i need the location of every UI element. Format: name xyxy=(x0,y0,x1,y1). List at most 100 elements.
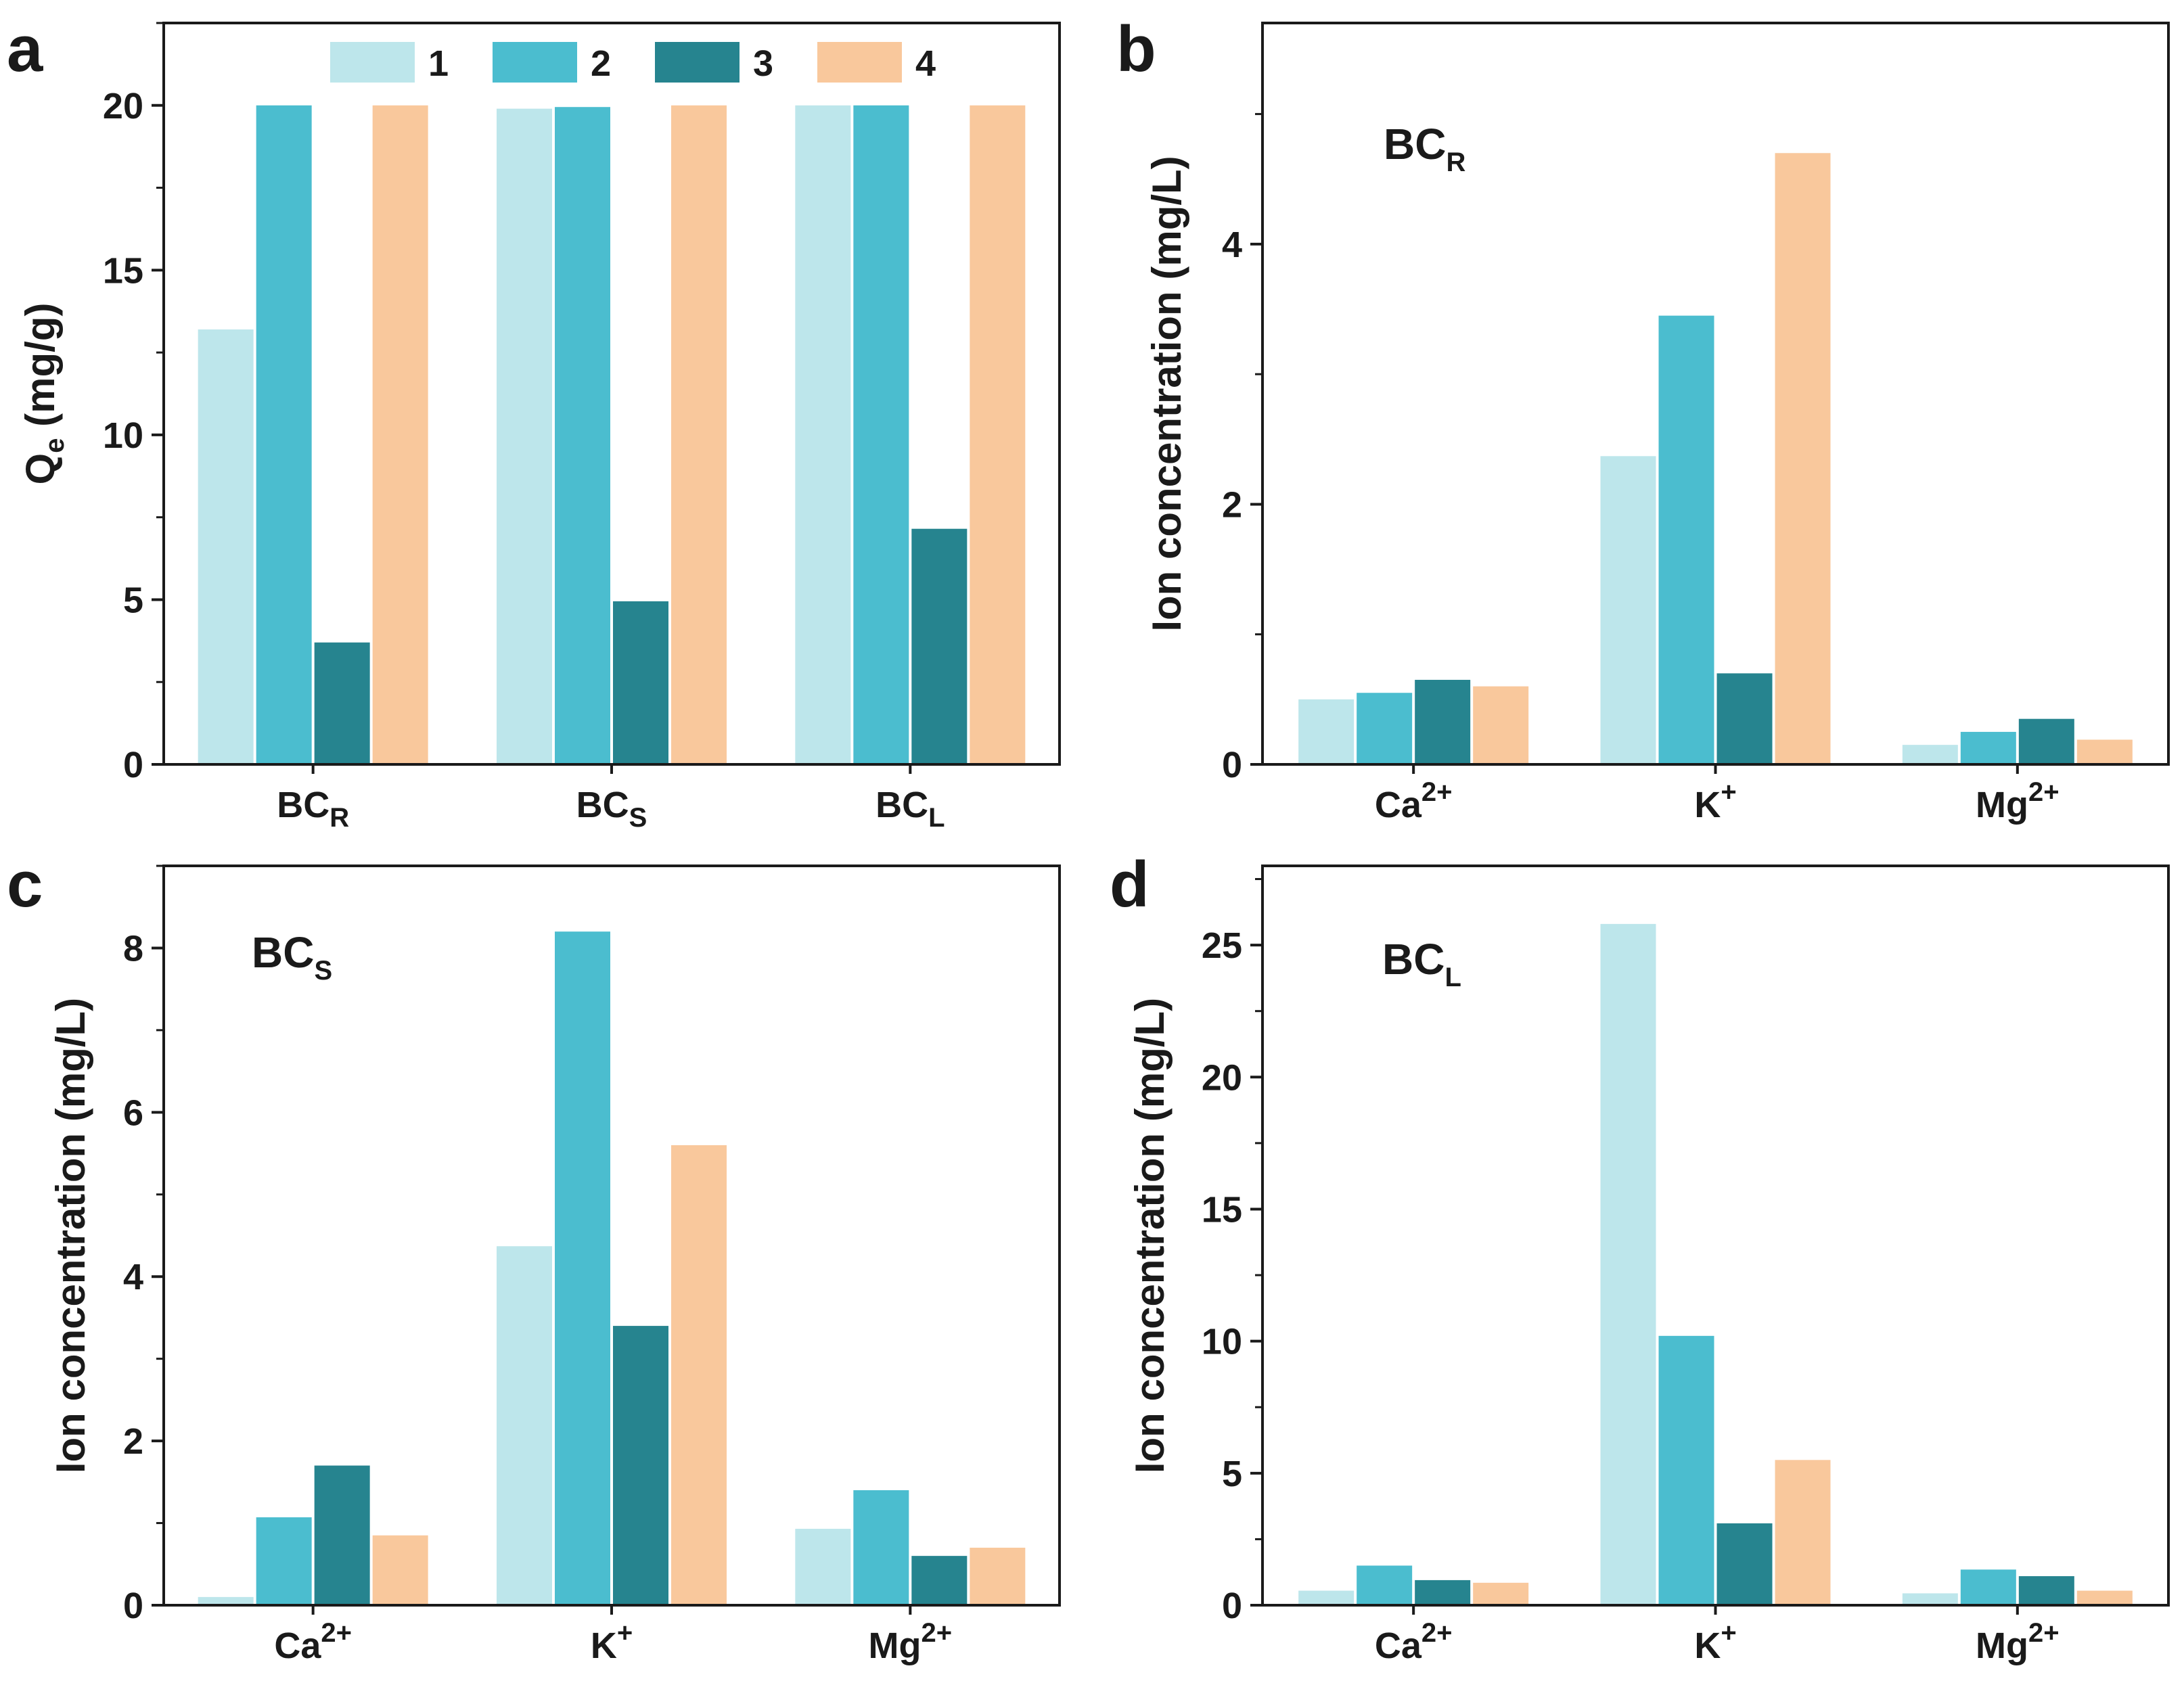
y-tick-label-d: 5 xyxy=(1222,1454,1242,1494)
y-tick-label-c: 2 xyxy=(123,1421,143,1462)
legend-label-1: 1 xyxy=(428,43,449,84)
bar-c-s4-c1 xyxy=(671,1145,727,1605)
bar-c-s2-c2 xyxy=(853,1490,909,1605)
y-tick-label-d: 0 xyxy=(1222,1586,1242,1626)
legend-label-4: 4 xyxy=(915,43,936,84)
bar-d-s1-c2 xyxy=(1902,1593,1958,1605)
y-tick-label-a: 0 xyxy=(123,745,143,785)
bar-b-s3-c0 xyxy=(1415,680,1471,764)
bar-d-s2-c2 xyxy=(1960,1569,2016,1605)
y-tick-label-a: 5 xyxy=(123,580,143,620)
category-label-b: Mg2+ xyxy=(1976,777,2060,825)
category-label-a: BCL xyxy=(875,785,945,833)
bar-b-s3-c1 xyxy=(1716,673,1773,764)
y-axis-label-b: Ion concentration (mg/L) xyxy=(1144,156,1189,631)
category-label-b: K+ xyxy=(1694,777,1736,825)
bar-d-s2-c0 xyxy=(1357,1565,1413,1605)
y-tick-label-a: 20 xyxy=(103,86,143,126)
bar-a-s1-c1 xyxy=(497,108,552,764)
panel-letter-d: d xyxy=(1110,848,1150,921)
bar-d-s1-c1 xyxy=(1600,923,1656,1605)
y-tick-label-c: 4 xyxy=(123,1257,143,1297)
bar-a-s4-c0 xyxy=(372,105,428,764)
bar-d-s3-c0 xyxy=(1415,1580,1471,1605)
legend-swatch-2 xyxy=(493,42,577,83)
bar-b-s1-c0 xyxy=(1298,699,1355,764)
bar-b-s4-c2 xyxy=(2076,739,2133,764)
bar-b-s2-c0 xyxy=(1357,693,1413,764)
bar-b-s4-c0 xyxy=(1473,686,1529,764)
y-tick-label-c: 6 xyxy=(123,1092,143,1133)
bar-c-s4-c0 xyxy=(372,1535,428,1605)
category-label-d: Ca2+ xyxy=(1375,1618,1453,1666)
bar-c-s3-c1 xyxy=(613,1326,668,1605)
y-tick-label-c: 8 xyxy=(123,928,143,969)
bar-b-s1-c1 xyxy=(1600,456,1656,764)
y-tick-label-d: 10 xyxy=(1202,1322,1242,1362)
bar-d-s3-c2 xyxy=(2018,1576,2074,1605)
bar-d-s2-c1 xyxy=(1658,1335,1714,1605)
y-tick-label-c: 0 xyxy=(123,1586,143,1626)
bar-c-s1-c1 xyxy=(497,1246,552,1605)
category-label-a: BCR xyxy=(277,785,349,833)
legend-label-3: 3 xyxy=(753,43,773,84)
y-tick-label-a: 10 xyxy=(103,415,143,456)
bar-d-s4-c2 xyxy=(2076,1590,2133,1605)
panel-b: 0 2 4 Ca2+ K+ Mg2+ Ion concentration (mg/L) b BC… xyxy=(1116,13,2170,825)
y-axis-label-d: Ion concentration (mg/L) xyxy=(1127,998,1173,1473)
category-label-c: Ca2+ xyxy=(274,1618,352,1666)
bar-d-s4-c1 xyxy=(1775,1460,1831,1605)
inset-label-d: BCL xyxy=(1382,935,1461,992)
bar-c-s1-c2 xyxy=(795,1529,851,1605)
y-axis-label-c: Ion concentration (mg/L) xyxy=(48,998,93,1473)
bar-b-s4-c1 xyxy=(1775,153,1831,764)
bar-c-s1-c0 xyxy=(198,1596,254,1605)
inset-label-b: BCR xyxy=(1384,120,1465,177)
legend-label-2: 2 xyxy=(591,43,611,84)
bar-a-s2-c1 xyxy=(555,107,610,765)
bar-d-s3-c1 xyxy=(1716,1523,1773,1605)
bar-a-s2-c0 xyxy=(256,105,312,764)
panel-letter-b: b xyxy=(1116,13,1156,85)
category-label-b: Ca2+ xyxy=(1375,777,1453,825)
y-tick-label-d: 25 xyxy=(1202,925,1242,966)
bar-b-s2-c2 xyxy=(1960,731,2016,764)
category-label-d: K+ xyxy=(1694,1618,1736,1666)
bar-a-s1-c2 xyxy=(795,105,851,764)
y-tick-label-d: 20 xyxy=(1202,1057,1242,1098)
bar-b-s3-c2 xyxy=(2018,718,2074,764)
panel-letter-a: a xyxy=(7,13,43,85)
bar-b-s2-c1 xyxy=(1658,315,1714,764)
bar-c-s4-c2 xyxy=(970,1547,1026,1605)
bar-c-s2-c1 xyxy=(555,931,610,1605)
bar-a-s3-c2 xyxy=(911,528,968,764)
legend-swatch-3 xyxy=(655,42,740,83)
y-tick-label-d: 15 xyxy=(1202,1189,1242,1230)
panel-d: 0 5 10 15 20 25 Ca2+ K+ Mg2+ Ion concentration (m… xyxy=(1110,848,2170,1666)
bar-a-s4-c1 xyxy=(671,105,727,764)
category-label-a: BCS xyxy=(576,785,647,833)
bar-a-s4-c2 xyxy=(970,105,1026,764)
panel-a: 0 5 10 15 20 BCR BCS BCL Qe (mg/g) a 1 2 3 4 xyxy=(7,13,1061,833)
y-tick-label-b: 4 xyxy=(1222,225,1242,265)
bar-a-s3-c0 xyxy=(314,642,370,764)
bar-c-s3-c2 xyxy=(911,1556,968,1605)
inset-label-c: BCS xyxy=(252,928,332,986)
legend-swatch-4 xyxy=(817,42,902,83)
bar-a-s3-c1 xyxy=(613,601,668,764)
bar-c-s2-c0 xyxy=(256,1517,312,1605)
category-label-c: Mg2+ xyxy=(869,1618,953,1666)
bar-a-s2-c2 xyxy=(853,105,909,764)
panel-c: 0 2 4 6 8 Ca2+ K+ Mg2+ Ion concentration (mg/L) c… xyxy=(7,848,1061,1666)
bar-b-s1-c2 xyxy=(1902,745,1958,764)
y-tick-label-b: 2 xyxy=(1222,484,1242,525)
bar-a-s1-c0 xyxy=(198,329,254,765)
category-label-d: Mg2+ xyxy=(1976,1618,2060,1666)
category-label-c: K+ xyxy=(591,1618,633,1666)
y-axis-label-a: Qe (mg/g) xyxy=(18,303,70,485)
legend-swatch-1 xyxy=(330,42,415,83)
bar-c-s3-c0 xyxy=(314,1465,370,1605)
bar-d-s1-c0 xyxy=(1298,1590,1355,1605)
panel-letter-c: c xyxy=(7,848,43,921)
